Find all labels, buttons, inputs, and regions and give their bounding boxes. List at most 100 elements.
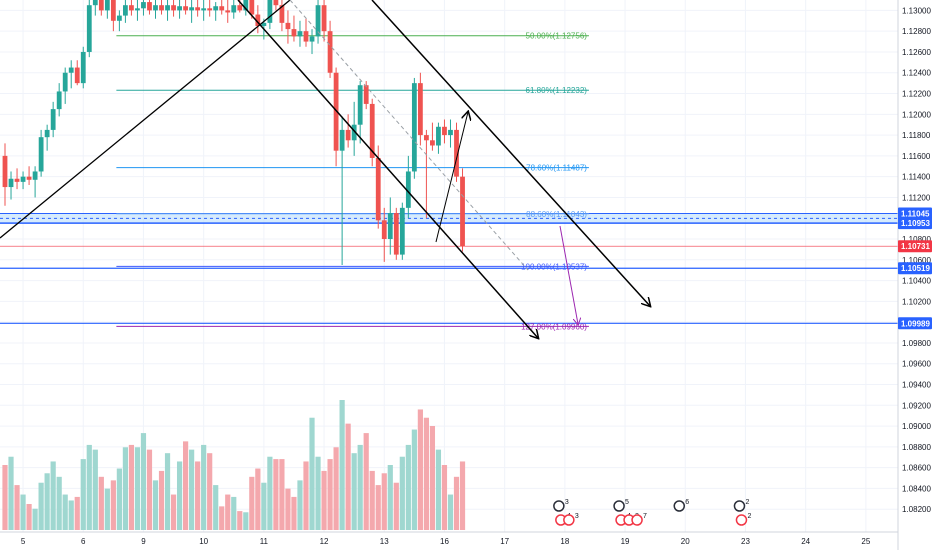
candle-body — [104, 0, 110, 11]
candle-body — [2, 155, 8, 188]
volume-bar — [38, 482, 44, 530]
candle-body — [225, 10, 231, 13]
candle-body — [207, 8, 213, 11]
candle-body — [279, 5, 285, 23]
candle-body — [333, 72, 339, 151]
candle-body — [369, 103, 375, 158]
volume-bar — [189, 449, 195, 530]
volume-bar — [363, 433, 369, 530]
channel-lower-line — [237, 0, 538, 338]
event-flag-icon — [631, 514, 643, 526]
volume-bars — [2, 400, 466, 530]
volume-bar — [152, 480, 159, 530]
candle-body — [20, 176, 26, 182]
candle-body — [267, 0, 273, 23]
candle-body — [363, 85, 369, 104]
candle-body — [375, 157, 381, 221]
candle-body — [321, 5, 327, 32]
price-tick-label: 1.09000 — [902, 422, 931, 431]
volume-bar — [44, 473, 50, 530]
event-flag-icon — [613, 500, 625, 512]
price-badge-label: 1.10953 — [901, 219, 930, 228]
volume-bar — [405, 444, 411, 530]
candle-body — [141, 2, 146, 9]
event-count-label: 5 — [625, 499, 629, 506]
volume-bar — [8, 456, 14, 530]
time-tick-label: 23 — [741, 537, 750, 546]
candle-body — [32, 171, 38, 180]
channel-upper-line — [371, 0, 650, 306]
candle-body — [62, 72, 68, 92]
price-tick-label: 1.11200 — [902, 193, 931, 202]
volume-bar — [195, 461, 201, 530]
fib-label: 78.60%(1.11487) — [526, 164, 587, 173]
price-badge — [898, 217, 932, 230]
time-axis[interactable]: 5 6 9 10 11 12 13 16 17 18 19 20 23 24 25 — [0, 531, 898, 546]
volume-bar — [369, 470, 375, 530]
time-tick-label: 6 — [81, 537, 86, 546]
candle-body — [56, 91, 62, 110]
event-flag-icon — [553, 500, 565, 512]
time-tick-label: 5 — [21, 537, 26, 546]
candle-body — [448, 129, 453, 136]
price-tick-label: 1.08200 — [902, 505, 931, 514]
candle-body — [327, 31, 333, 73]
candle-body — [405, 171, 411, 208]
candle-body — [430, 140, 435, 146]
price-axis-bg — [898, 0, 932, 550]
fib-label: 61.80%(1.12232) — [526, 86, 588, 95]
volume-bar — [32, 508, 38, 530]
event-count-label: 2 — [747, 513, 751, 520]
event-flag-icon — [673, 500, 686, 512]
volume-bar — [98, 476, 104, 530]
volume-bar — [339, 400, 345, 530]
volume-bar — [116, 468, 122, 530]
price-tick-label: 1.13000 — [902, 6, 931, 15]
support-zone — [0, 213, 898, 224]
candle-body — [357, 85, 363, 125]
price-badge-label: 1.10519 — [901, 264, 930, 273]
candle-body — [38, 137, 44, 172]
volume-bar — [285, 488, 291, 530]
candle-body — [74, 67, 80, 84]
price-tick-label: 1.10600 — [902, 256, 931, 265]
volume-bar — [26, 504, 32, 530]
price-axis[interactable]: 1.13000 1.12800 1.12600 1.12400 1.12200 1.120… — [897, 0, 932, 550]
price-tick-label: 1.08800 — [902, 443, 931, 452]
candle-body — [177, 6, 182, 11]
volume-bar — [393, 482, 399, 530]
candle-body — [255, 14, 261, 26]
event-count-label: 3 — [565, 499, 569, 506]
volume-bar — [207, 453, 213, 530]
candle-body — [183, 6, 188, 11]
candle-body — [86, 5, 92, 52]
price-badge — [898, 262, 932, 275]
candle-body — [165, 5, 170, 11]
volume-bar — [56, 476, 62, 530]
candle-body — [68, 67, 74, 73]
volume-bar — [219, 506, 225, 530]
volume-bar — [231, 496, 237, 530]
volume-bar — [164, 453, 171, 530]
price-badge — [898, 240, 932, 253]
candle-body — [399, 207, 405, 255]
candle-body — [243, 0, 249, 11]
volume-bar — [20, 494, 26, 530]
volume-bar — [429, 426, 436, 530]
volume-bar — [80, 459, 86, 530]
candle-body — [417, 83, 423, 136]
candle-body — [129, 5, 134, 11]
candle-body — [339, 129, 345, 151]
volume-bar — [2, 465, 8, 530]
volume-bar — [62, 494, 68, 530]
price-badge-label: 1.11045 — [901, 210, 930, 219]
candle-body — [297, 31, 303, 37]
volume-bar — [68, 500, 74, 530]
time-tick-label: 20 — [681, 537, 690, 546]
projection-up — [435, 112, 468, 243]
time-tick-label: 11 — [260, 537, 269, 546]
volume-bar — [297, 480, 303, 530]
volume-bar — [122, 447, 128, 530]
volume-bar — [249, 476, 255, 530]
